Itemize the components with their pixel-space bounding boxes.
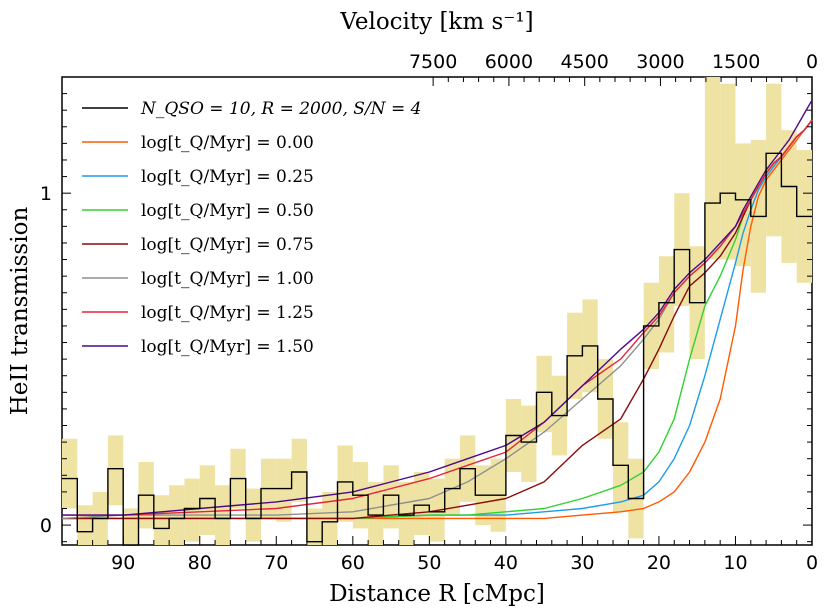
y-tick-label: 1 [40, 183, 52, 205]
error-band-bin [444, 458, 460, 516]
x-tick-label: 40 [494, 552, 518, 574]
x-tick-label: 70 [264, 552, 288, 574]
top-tick-label: 3000 [636, 51, 684, 73]
legend-label-tq-1.25: log[t_Q/Myr] = 1.25 [141, 303, 314, 323]
series-line-6 [62, 99, 813, 516]
legend-label-stack: N_QSO = 10, R = 2000, S/N = 4 [140, 99, 421, 119]
stacked-spectrum-line [62, 152, 812, 546]
top-tick-label: 7500 [409, 51, 457, 73]
error-band-bin [735, 143, 751, 267]
top-tick-label: 1500 [712, 51, 760, 73]
error-band-bin [720, 83, 736, 260]
error-band-bin [368, 481, 384, 545]
top-tick-label: 4500 [561, 51, 609, 73]
x-tick-label: 30 [570, 552, 594, 574]
legend-label-tq-0.50: log[t_Q/Myr] = 0.50 [141, 201, 314, 221]
y-tick-label: 0 [40, 515, 52, 537]
legend: N_QSO = 10, R = 2000, S/N = 4 log[t_Q/My… [82, 99, 421, 357]
legend-label-tq-1.50: log[t_Q/Myr] = 1.50 [141, 337, 314, 357]
error-band-bin [291, 438, 307, 502]
x-tick-label: 20 [647, 552, 671, 574]
error-band-bin [536, 355, 552, 433]
error-band-bin [199, 465, 216, 536]
error-band-bin [306, 508, 323, 545]
error-band-bin [781, 130, 797, 263]
top-tick-label: 6000 [485, 51, 533, 73]
error-band-bin [704, 77, 721, 260]
error-band-bin [107, 435, 124, 506]
legend-label-tq-0.00: log[t_Q/Myr] = 0.00 [141, 133, 314, 153]
x-tick-label: 80 [188, 552, 212, 574]
plot-frame [61, 76, 813, 546]
x-tick-label: 90 [111, 552, 135, 574]
error-band-bin [613, 422, 629, 512]
top-tick-label: 0 [806, 51, 818, 73]
error-band-bin [77, 505, 93, 545]
stacked-spectrum [62, 152, 812, 546]
x-tick-label: 10 [723, 552, 747, 574]
x-axis-title: Distance R [cMpc] [329, 581, 545, 607]
x-tick-label: 60 [341, 552, 365, 574]
series-line-0 [62, 119, 813, 520]
error-band-bin [184, 478, 200, 542]
error-band-bin [276, 458, 292, 522]
legend-label-tq-0.25: log[t_Q/Myr] = 0.25 [141, 167, 314, 187]
y-axis-title: HeII transmission [7, 207, 33, 416]
error-band-bin [153, 495, 170, 545]
error-band-bin [337, 445, 353, 522]
error-band-bin [123, 508, 139, 545]
error-band [62, 77, 812, 545]
legend-label-tq-0.75: log[t_Q/Myr] = 0.75 [141, 235, 314, 255]
top-axis-title: Velocity [km s⁻¹] [339, 9, 533, 35]
x-tick-label: 0 [806, 552, 818, 574]
error-band-bin [62, 438, 78, 509]
error-band-bin [521, 405, 537, 482]
x-tick-label: 50 [417, 552, 441, 574]
error-band-bin [414, 471, 430, 536]
axis-ticks [61, 77, 813, 545]
legend-label-tq-1.00: log[t_Q/Myr] = 1.00 [141, 269, 314, 289]
model-curves [61, 99, 813, 520]
series-line-5 [62, 119, 813, 516]
